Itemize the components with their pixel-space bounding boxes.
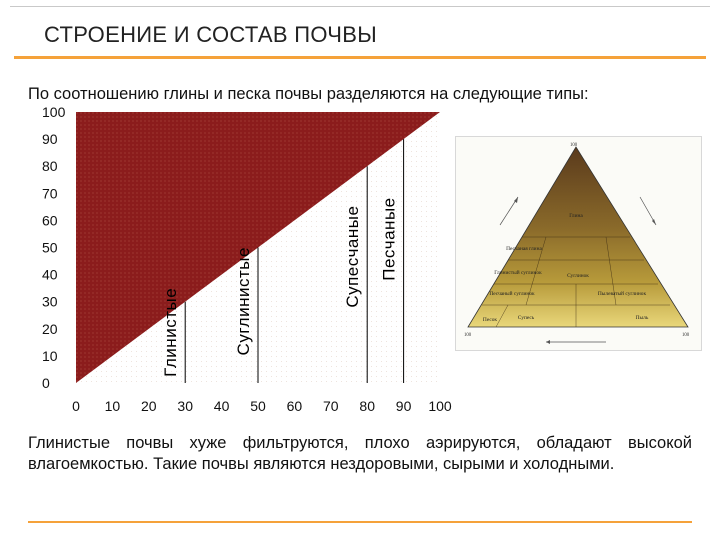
x-tick-label: 20 (141, 398, 157, 414)
texture-triangle-graphic: Глина Песчаная глина Суглинок Глинистый суг… (464, 143, 690, 344)
x-tick-label: 10 (105, 398, 121, 414)
zone-label: Глинистые (161, 288, 180, 377)
bottom-accent-bar (28, 521, 692, 523)
x-tick-label: 90 (396, 398, 412, 414)
triangle-zone-label: Песок (483, 317, 498, 323)
conclusion-text: Глинистые почвы хуже фильтруются, плохо … (28, 434, 692, 473)
triangle-zone-label: Супесь (518, 315, 535, 321)
x-tick-label: 30 (177, 398, 193, 414)
x-tick-label: 60 (287, 398, 303, 414)
x-tick-label: 0 (72, 398, 80, 414)
triangle-zone-label: Глина (569, 213, 583, 219)
x-tick-label: 100 (428, 398, 452, 414)
triangle-zone-label: Пылеватый суглинок (598, 290, 647, 297)
y-tick-label: 30 (42, 294, 58, 310)
triangle-zone-label: Песчаная глина (506, 246, 542, 252)
triangle-zone-label: Пыль (636, 315, 649, 321)
y-tick-label: 60 (42, 212, 58, 228)
y-tick-label: 10 (42, 348, 58, 364)
x-tick-label: 50 (250, 398, 266, 414)
x-tick-label: 80 (359, 398, 375, 414)
zone-label: Суглинистые (234, 247, 253, 355)
y-tick-label: 70 (42, 185, 58, 201)
triangle-zone-label: Суглинок (567, 273, 589, 279)
y-tick-label: 90 (42, 131, 58, 147)
triangle-right-corner-label: 100 (682, 333, 690, 338)
top-frame-line (10, 6, 710, 7)
zone-label: Супесчаные (343, 206, 362, 308)
y-tick-label: 100 (42, 104, 66, 120)
title-accent-bar (14, 56, 706, 59)
slide-title: СТРОЕНИЕ И СОСТАВ ПОЧВЫ (44, 22, 377, 47)
triangle-apex-label: 100 (570, 143, 578, 148)
zone-label: Песчаные (380, 197, 399, 280)
soil-texture-triangle: Глина Песчаная глина Суглинок Глинистый суг… (455, 136, 702, 351)
y-tick-label: 40 (42, 267, 58, 283)
x-tick-label: 70 (323, 398, 339, 414)
triangle-zone-label: Глинистый суглинок (494, 269, 542, 276)
y-tick-label: 0 (42, 375, 50, 391)
triangle-zone-label: Песчаный суглинок (489, 290, 535, 297)
y-tick-label: 80 (42, 158, 58, 174)
triangle-left-corner-label: 100 (464, 333, 472, 338)
y-tick-label: 20 (42, 321, 58, 337)
y-tick-label: 50 (42, 240, 58, 256)
x-tick-label: 40 (214, 398, 230, 414)
intro-text: По соотношению глины и песка почвы разде… (28, 85, 589, 103)
